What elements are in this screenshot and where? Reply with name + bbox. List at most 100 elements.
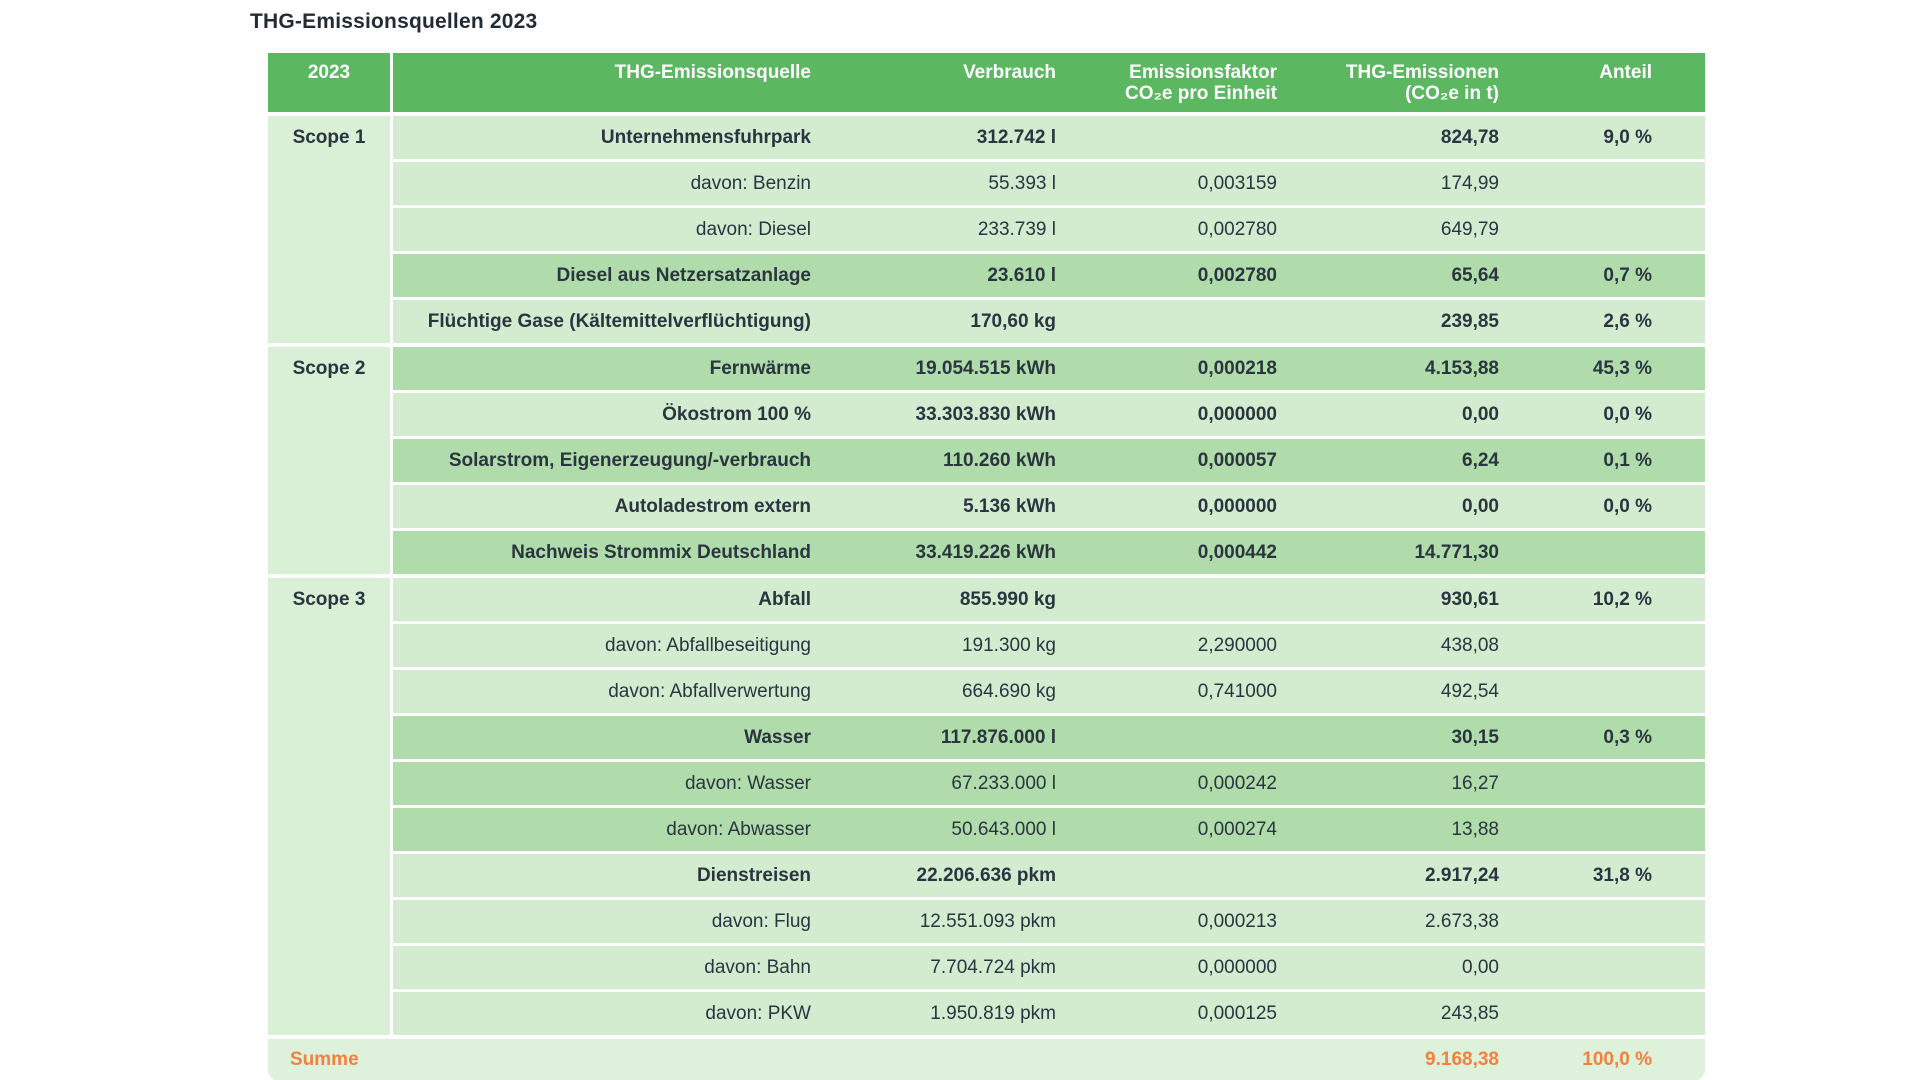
cell-emissions: 6,24 bbox=[1462, 449, 1499, 471]
cell-factor: 0,000274 bbox=[1197, 818, 1277, 840]
cell-emissions: 0,00 bbox=[1462, 956, 1499, 978]
table-row: Fernwärme 19.054.515 kWh 0,000218 4.153,… bbox=[393, 347, 1705, 390]
table-header-row: 2023 THG-Emissionsquelle Verbrauch Emiss… bbox=[268, 53, 1705, 112]
cell-emissions: 4.153,88 bbox=[1425, 357, 1499, 379]
cell-consumption: 117.876.000 l bbox=[940, 726, 1056, 748]
cell-share: 45,3 % bbox=[1592, 357, 1652, 379]
cell-emissions: 649,79 bbox=[1440, 218, 1499, 240]
cell-consumption: 55.393 l bbox=[988, 172, 1056, 194]
cell-emissions: 30,15 bbox=[1451, 726, 1499, 748]
cell-source: Dienstreisen bbox=[696, 864, 811, 886]
cell-source: davon: Abwasser bbox=[666, 818, 811, 840]
cell-share: 0,3 % bbox=[1603, 726, 1652, 748]
cell-emissions: 824,78 bbox=[1440, 126, 1499, 148]
cell-emissions: 930,61 bbox=[1440, 588, 1499, 610]
table-row: davon: Benzin 55.393 l 0,003159 174,99 bbox=[393, 162, 1705, 205]
cell-emissions: 0,00 bbox=[1462, 495, 1499, 517]
cell-source: Autoladestrom extern bbox=[614, 495, 811, 517]
cell-source: Nachweis Strommix Deutschland bbox=[511, 541, 811, 563]
cell-emissions: 0,00 bbox=[1462, 403, 1499, 425]
cell-factor: 0,000442 bbox=[1197, 541, 1277, 563]
cell-consumption: 12.551.093 pkm bbox=[919, 910, 1056, 932]
cell-factor: 0,000000 bbox=[1197, 495, 1277, 517]
cell-emissions: 243,85 bbox=[1440, 1002, 1499, 1024]
header-thg-emissions: THG-Emissionen (CO₂e in t) bbox=[1345, 62, 1499, 104]
cell-consumption: 312.742 l bbox=[976, 126, 1056, 148]
cell-consumption: 233.739 l bbox=[977, 218, 1056, 240]
cell-consumption: 1.950.819 pkm bbox=[930, 1002, 1056, 1024]
cell-factor: 0,000000 bbox=[1197, 956, 1277, 978]
cell-source: davon: Flug bbox=[711, 910, 811, 932]
scope-3-label: Scope 3 bbox=[268, 578, 393, 1035]
cell-source: davon: Wasser bbox=[684, 772, 811, 794]
cell-consumption: 855.990 kg bbox=[959, 588, 1056, 610]
cell-emissions: 174,99 bbox=[1440, 172, 1499, 194]
cell-consumption: 67.233.000 l bbox=[951, 772, 1056, 794]
cell-emissions: 239,85 bbox=[1440, 310, 1499, 332]
table-row: davon: Flug 12.551.093 pkm 0,000213 2.67… bbox=[393, 900, 1705, 943]
table-row: Diesel aus Netzersatzanlage 23.610 l 0,0… bbox=[393, 254, 1705, 297]
cell-share: 9,0 % bbox=[1603, 126, 1652, 148]
table-row: Abfall 855.990 kg 930,61 10,2 % bbox=[393, 578, 1705, 621]
cell-factor: 0,000057 bbox=[1197, 449, 1277, 471]
cell-consumption: 22.206.636 pkm bbox=[916, 864, 1056, 886]
header-consumption: Verbrauch bbox=[963, 62, 1056, 83]
cell-factor: 0,002780 bbox=[1197, 264, 1277, 286]
table-row: davon: Wasser 67.233.000 l 0,000242 16,2… bbox=[393, 762, 1705, 805]
cell-source: Diesel aus Netzersatzanlage bbox=[556, 264, 811, 286]
table-row: davon: Diesel 233.739 l 0,002780 649,79 bbox=[393, 208, 1705, 251]
cell-factor: 2,290000 bbox=[1197, 634, 1277, 656]
header-share: Anteil bbox=[1599, 62, 1652, 83]
cell-share: 0,0 % bbox=[1603, 495, 1652, 517]
cell-factor: 0,002780 bbox=[1197, 218, 1277, 240]
cell-consumption: 50.643.000 l bbox=[951, 818, 1056, 840]
cell-consumption: 23.610 l bbox=[987, 264, 1056, 286]
cell-consumption: 7.704.724 pkm bbox=[930, 956, 1056, 978]
cell-consumption: 191.300 kg bbox=[961, 634, 1056, 656]
cell-consumption: 110.260 kWh bbox=[942, 449, 1056, 471]
table-row: davon: Bahn 7.704.724 pkm 0,000000 0,00 bbox=[393, 946, 1705, 989]
table-row: Solarstrom, Eigenerzeugung/-verbrauch 11… bbox=[393, 439, 1705, 482]
cell-emissions: 13,88 bbox=[1451, 818, 1499, 840]
total-share: 100,0 % bbox=[1582, 1049, 1652, 1070]
header-year: 2023 bbox=[268, 53, 393, 112]
cell-source: Flüchtige Gase (Kältemittelverflüchtigun… bbox=[427, 310, 811, 332]
table-row: davon: Abfallbeseitigung 191.300 kg 2,29… bbox=[393, 624, 1705, 667]
cell-source: Fernwärme bbox=[709, 357, 811, 379]
table-row: davon: Abfallverwertung 664.690 kg 0,741… bbox=[393, 670, 1705, 713]
cell-consumption: 33.303.830 kWh bbox=[915, 403, 1056, 425]
header-emission-factor: Emissionsfaktor CO₂e pro Einheit bbox=[1124, 62, 1277, 104]
cell-share: 2,6 % bbox=[1603, 310, 1652, 332]
cell-factor: 0,000218 bbox=[1197, 357, 1277, 379]
scope-3-block: Scope 3 Abfall 855.990 kg 930,61 10,2 % … bbox=[268, 578, 1705, 1035]
total-label: Summe bbox=[290, 1049, 359, 1070]
table-row: Nachweis Strommix Deutschland 33.419.226… bbox=[393, 531, 1705, 574]
cell-consumption: 19.054.515 kWh bbox=[915, 357, 1056, 379]
table-row: Flüchtige Gase (Kältemittelverflüchtigun… bbox=[393, 300, 1705, 343]
scope-1-block: Scope 1 Unternehmensfuhrpark 312.742 l 8… bbox=[268, 116, 1705, 343]
cell-share: 31,8 % bbox=[1592, 864, 1652, 886]
cell-source: davon: PKW bbox=[705, 1002, 811, 1024]
cell-emissions: 65,64 bbox=[1451, 264, 1499, 286]
cell-emissions: 14.771,30 bbox=[1414, 541, 1499, 563]
total-row: Summe 9.168,38 100,0 % bbox=[268, 1039, 1705, 1080]
table-row: Dienstreisen 22.206.636 pkm 2.917,24 31,… bbox=[393, 854, 1705, 897]
cell-share: 0,1 % bbox=[1603, 449, 1652, 471]
cell-consumption: 170,60 kg bbox=[970, 310, 1056, 332]
cell-source: davon: Diesel bbox=[695, 218, 811, 240]
scope-2-label: Scope 2 bbox=[268, 347, 393, 574]
table-row: davon: Abwasser 50.643.000 l 0,000274 13… bbox=[393, 808, 1705, 851]
page-title: THG-Emissionsquellen 2023 bbox=[250, 10, 538, 33]
cell-source: davon: Bahn bbox=[704, 956, 811, 978]
total-emissions: 9.168,38 bbox=[1425, 1049, 1499, 1070]
cell-source: davon: Abfallverwertung bbox=[608, 680, 811, 702]
cell-factor: 0,003159 bbox=[1197, 172, 1277, 194]
cell-share: 0,0 % bbox=[1603, 403, 1652, 425]
cell-factor: 0,000000 bbox=[1197, 403, 1277, 425]
cell-share: 0,7 % bbox=[1603, 264, 1652, 286]
header-source: THG-Emissionsquelle bbox=[614, 62, 811, 83]
cell-factor: 0,000213 bbox=[1197, 910, 1277, 932]
cell-consumption: 33.419.226 kWh bbox=[915, 541, 1056, 563]
cell-consumption: 664.690 kg bbox=[961, 680, 1056, 702]
